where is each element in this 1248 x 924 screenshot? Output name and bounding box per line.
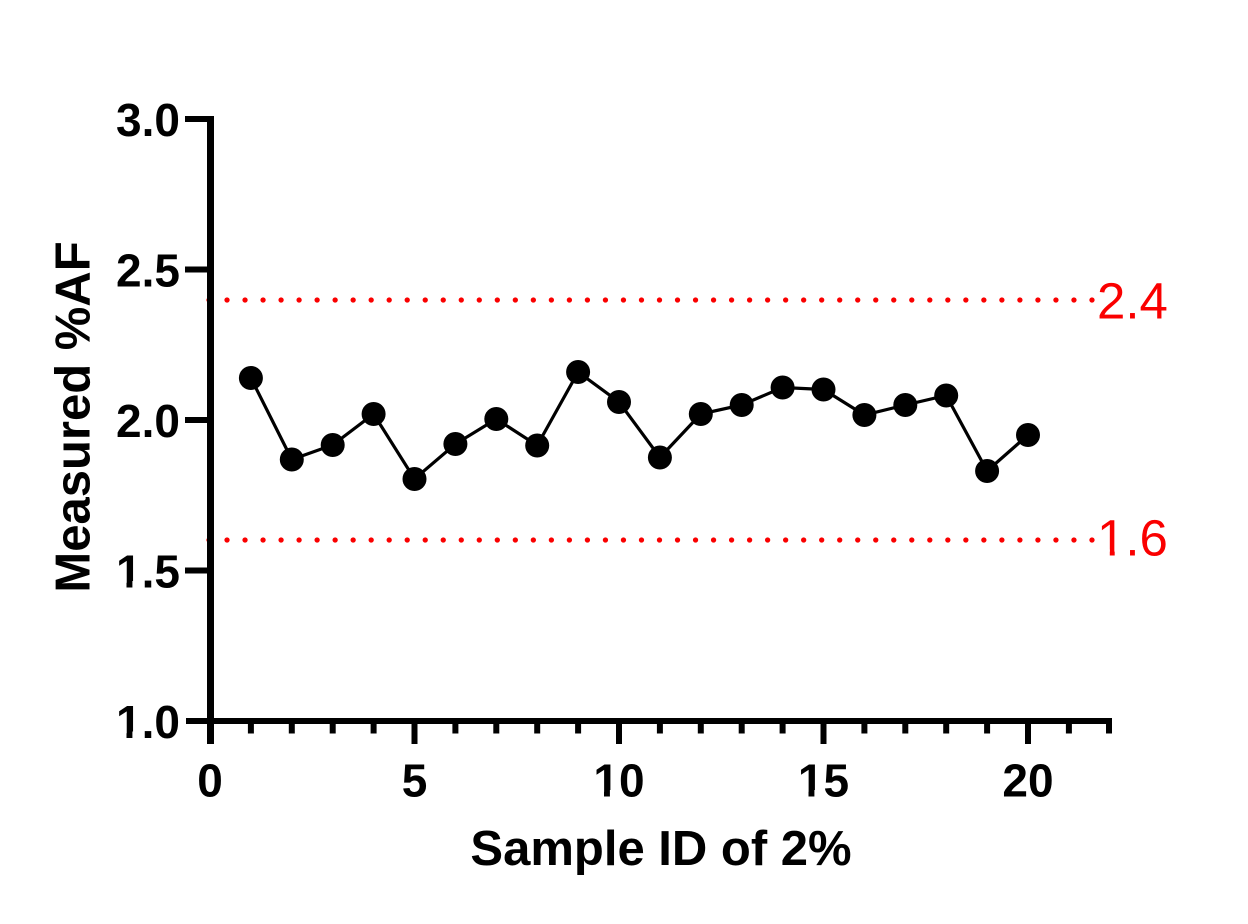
svg-text:1.0: 1.0	[116, 696, 180, 748]
svg-text:2.4: 2.4	[1097, 273, 1168, 330]
svg-text:Sample ID of 2%: Sample ID of 2%	[470, 822, 851, 876]
svg-text:3.0: 3.0	[116, 94, 180, 146]
svg-text:Measured %AF: Measured %AF	[47, 241, 101, 592]
svg-text:2.0: 2.0	[116, 395, 180, 447]
svg-text:0: 0	[197, 755, 223, 807]
svg-text:20: 20	[1002, 755, 1053, 807]
svg-text:10: 10	[593, 755, 644, 807]
svg-text:15: 15	[798, 755, 849, 807]
svg-text:1.5: 1.5	[116, 546, 180, 598]
svg-text:2.5: 2.5	[116, 245, 180, 297]
svg-text:5: 5	[402, 755, 428, 807]
svg-text:1.6: 1.6	[1097, 510, 1168, 567]
